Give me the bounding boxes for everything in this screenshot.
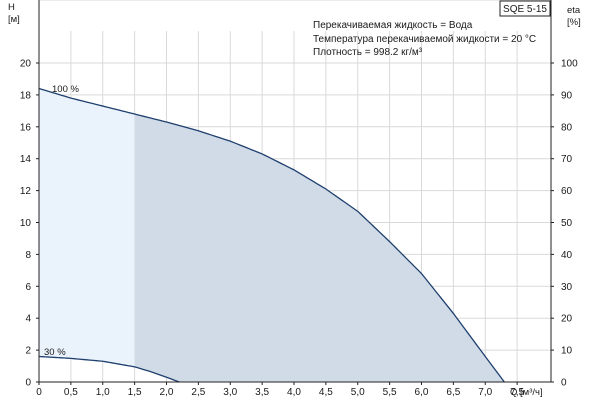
right-tick-label: 50 xyxy=(561,218,573,229)
x-tick-label: 0,5 xyxy=(64,387,78,398)
model-badge-box xyxy=(499,0,551,17)
right-tick-label: 70 xyxy=(561,154,573,165)
x-tick-label: 6,5 xyxy=(446,387,460,398)
left-tick-label: 20 xyxy=(20,59,32,70)
right-tick-label: 30 xyxy=(561,282,573,293)
left-tick-label: 14 xyxy=(20,154,32,165)
x-tick-label: 7,5 xyxy=(510,387,524,398)
x-tick-label: 5,5 xyxy=(383,387,397,398)
right-axis-symbol: eta xyxy=(567,5,581,16)
operating-region xyxy=(134,114,505,382)
curve-label-30: 30 % xyxy=(44,347,66,358)
right-axis-unit: [%] xyxy=(567,17,581,28)
model-badge: SQE 5-15 xyxy=(503,4,547,15)
x-tick-label: 1,0 xyxy=(96,387,110,398)
x-tick-label: 2,5 xyxy=(191,387,205,398)
curves xyxy=(38,87,505,383)
left-tick-label: 18 xyxy=(20,90,32,101)
right-tick-label: 100 xyxy=(561,59,578,70)
x-tick-label: 5,0 xyxy=(351,387,365,398)
info-line-density: Плотность = 998.2 кг/м³ xyxy=(313,47,423,58)
info-line-fluid: Перекачиваемая жидкость = Вода xyxy=(313,20,473,31)
curve-100-percent xyxy=(38,87,505,383)
left-tick-label: 10 xyxy=(20,218,32,229)
left-tick-label: 16 xyxy=(20,122,32,133)
left-tick-label: 8 xyxy=(25,250,31,261)
right-tick-label: 20 xyxy=(561,314,573,325)
x-tick-label: 4,0 xyxy=(287,387,301,398)
x-tick-label: 3,0 xyxy=(223,387,237,398)
right-tick-label: 60 xyxy=(561,186,573,197)
x-tick-label: 1,5 xyxy=(128,387,142,398)
right-tick-label: 40 xyxy=(561,250,573,261)
left-tick-label: 6 xyxy=(25,282,31,293)
left-tick-label: 4 xyxy=(25,314,31,325)
x-axis-label: Q [м³/ч] xyxy=(510,387,543,398)
axes: 0 2 4 6 8 10 12 14 16 18 20 0 10 20 30 40 50 60 70 80 90 100 0… xyxy=(20,0,578,398)
right-tick-label: 90 xyxy=(561,90,573,101)
x-tick-label: 7,0 xyxy=(478,387,492,398)
left-tick-label: 0 xyxy=(25,378,31,389)
x-tick-label: 2,0 xyxy=(160,387,174,398)
x-tick-label: 4,5 xyxy=(319,387,333,398)
x-tick-label: 0 xyxy=(36,387,42,398)
right-tick-label: 10 xyxy=(561,346,573,357)
left-axis-symbol: H xyxy=(8,2,15,13)
left-tick-label: 2 xyxy=(25,346,31,357)
area-fills xyxy=(39,88,505,382)
x-tick-label: 6,0 xyxy=(415,387,429,398)
low-flow-region xyxy=(39,88,135,367)
curve-label-100: 100 % xyxy=(52,84,79,95)
left-tick-label: 12 xyxy=(20,186,32,197)
curve-30-percent xyxy=(38,355,180,383)
info-line-temperature: Температура перекачиваемой жидкости = 20… xyxy=(313,34,536,45)
right-tick-label: 80 xyxy=(561,122,573,133)
left-axis-unit: [м] xyxy=(8,14,20,25)
x-tick-label: 3,5 xyxy=(255,387,269,398)
right-tick-label: 0 xyxy=(561,378,567,389)
